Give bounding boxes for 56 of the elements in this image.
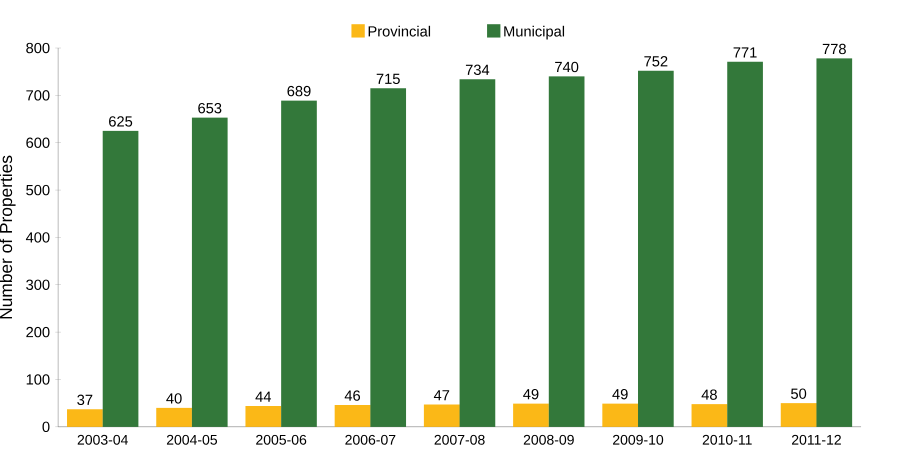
x-tick-label: 2007-08: [434, 434, 485, 445]
data-label: 40: [166, 393, 182, 404]
data-label: 48: [702, 390, 717, 400]
y-tick-label: 300: [26, 280, 50, 290]
bar: [816, 58, 852, 427]
x-tick-label: 2011-12: [792, 434, 841, 445]
bar: [245, 406, 282, 427]
x-tick-label: 2009-10: [613, 434, 664, 445]
legend-label: Provincial: [368, 26, 430, 37]
data-label: 50: [791, 388, 806, 399]
bar: [67, 409, 103, 427]
x-tick-label: 2010-11: [702, 434, 752, 445]
x-tick-label: 2003-04: [78, 434, 128, 445]
bar: [692, 404, 728, 427]
y-tick-label: 100: [26, 374, 50, 385]
bar: [780, 403, 816, 427]
bar: [602, 404, 638, 427]
bar: [192, 118, 228, 427]
bar: [513, 404, 549, 427]
data-label: 734: [466, 64, 490, 76]
x-tick-label: 2008-09: [524, 434, 574, 445]
x-tick-label: 2005-06: [256, 434, 306, 445]
bar: [370, 88, 406, 427]
x-tick-label: 2006-07: [345, 434, 396, 445]
bar: [460, 79, 496, 427]
bar: [102, 130, 138, 427]
bar: [424, 404, 460, 427]
bar: [727, 62, 763, 427]
bar: [156, 408, 192, 427]
x-tick-label: 2004-05: [166, 434, 218, 445]
data-label: 653: [198, 103, 222, 114]
bar: [638, 70, 674, 427]
data-label: 689: [288, 86, 311, 96]
bar: [281, 100, 317, 427]
data-label: 49: [523, 389, 538, 400]
legend-label: Municipal: [504, 26, 564, 40]
data-label: 771: [734, 47, 757, 58]
y-tick-label: 700: [26, 90, 50, 101]
bar: [548, 76, 584, 427]
y-tick-label: 200: [26, 327, 50, 338]
data-label: 49: [612, 389, 628, 400]
data-label: 715: [376, 74, 400, 84]
data-label: 44: [255, 392, 272, 402]
y-tick-label: 800: [26, 42, 50, 54]
data-label: 47: [434, 390, 450, 400]
data-label: 37: [77, 394, 92, 406]
y-tick-label: 400: [26, 232, 50, 243]
y-tick-label: 500: [26, 184, 50, 196]
data-label: 778: [822, 44, 846, 54]
y-tick-label: 0: [42, 422, 50, 432]
data-label: 752: [644, 56, 668, 67]
data-label: 625: [109, 116, 132, 127]
bar: [334, 405, 370, 427]
data-label: 46: [344, 390, 360, 401]
data-label: 740: [555, 62, 578, 72]
y-tick-label: 600: [26, 138, 50, 148]
